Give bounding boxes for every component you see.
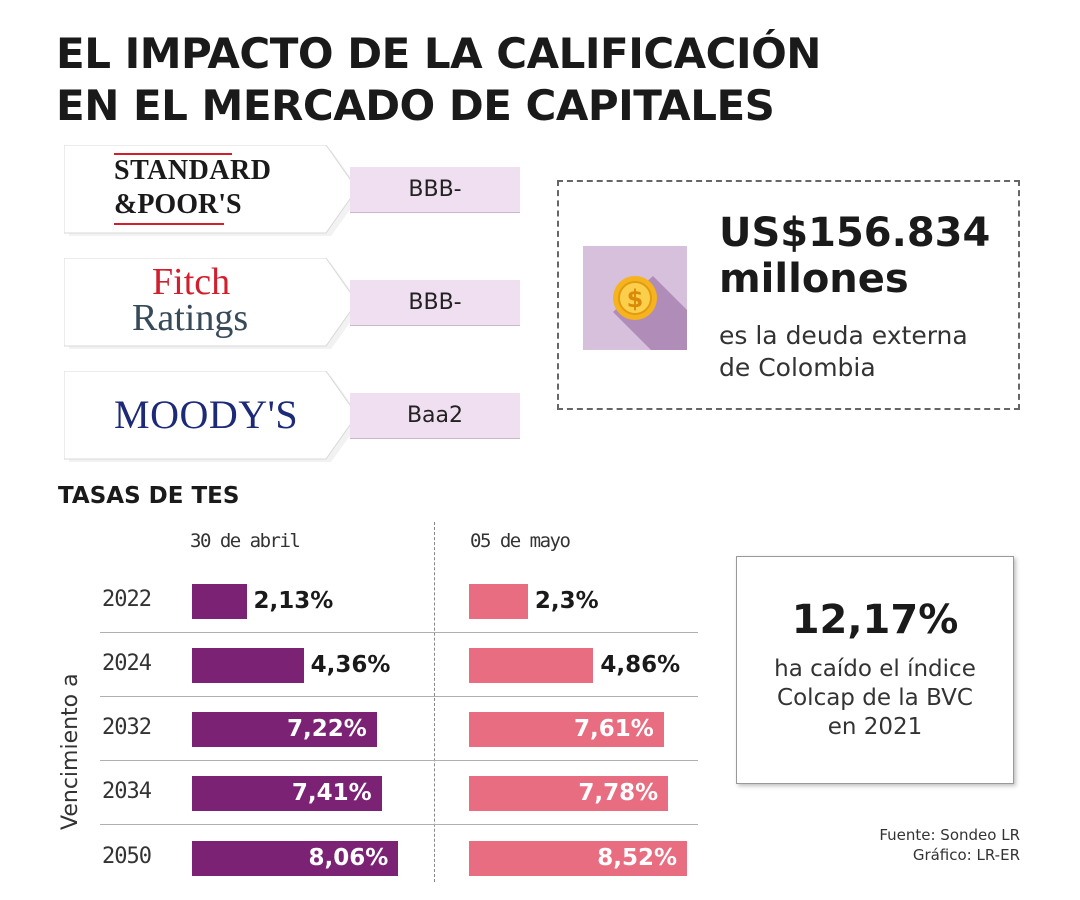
- row-divider: [100, 632, 698, 633]
- data-label-may-2034: 7,78%: [578, 780, 659, 806]
- y-axis-label: Vencimiento a: [58, 673, 83, 830]
- bar-may-2024: [469, 648, 594, 683]
- source-line2: Gráfico: LR-ER: [912, 846, 1020, 864]
- category-label: 2022: [102, 587, 152, 612]
- fitch-logo-line1: Fitch: [152, 261, 231, 303]
- bar-may-2034: [469, 776, 669, 811]
- rating-moodys: Baa2: [350, 393, 520, 439]
- colcap-desc-line2: Colcap de la BVC: [777, 685, 973, 711]
- debt-desc-line1: es la deuda externa: [719, 321, 968, 350]
- data-label-may-2032: 7,61%: [574, 716, 654, 742]
- category-label: 2032: [102, 715, 152, 740]
- bar-may-2022: [469, 584, 528, 619]
- column-divider: [434, 522, 435, 882]
- bar-april-2050: [192, 841, 399, 876]
- agency-fitch: Fitch Ratings: [64, 258, 364, 349]
- debt-desc-line2: de Colombia: [719, 353, 876, 382]
- tes-title: TASAS DE TES: [58, 483, 240, 509]
- row-divider: [100, 824, 698, 825]
- bar-may-2032: [469, 712, 664, 747]
- row-divider: [100, 760, 698, 761]
- category-label: 2050: [102, 844, 152, 869]
- category-label: 2024: [102, 651, 152, 676]
- colcap-value: 12,17%: [791, 597, 959, 643]
- data-label-april-2050: 8,06%: [308, 845, 389, 871]
- series-label-april: 30 de abril: [190, 530, 301, 552]
- data-label-april-2032: 7,22%: [287, 716, 367, 742]
- svg-text:$: $: [627, 285, 644, 313]
- source-note: Fuente: Sondeo LR Gráfico: LR-ER: [780, 825, 1020, 865]
- colcap-desc-line1: ha caído el índice: [774, 656, 976, 682]
- colcap-description: ha caído el índice Colcap de la BVC en 2…: [737, 655, 1013, 742]
- data-label-april-2034: 7,41%: [291, 780, 372, 806]
- debt-amount-line2: millones: [719, 256, 909, 302]
- data-label-may-2024: 4,86%: [600, 652, 681, 678]
- data-label-april-2024: 4,36%: [310, 652, 391, 678]
- title-line-2: EN EL MERCADO DE CAPITALES: [56, 81, 775, 130]
- debt-amount-line1: US$156.834: [719, 210, 991, 256]
- sp-rule-bottom: [114, 223, 224, 225]
- agency-arrow: [64, 258, 362, 349]
- sp-rule-top: [114, 153, 232, 155]
- series-label-may: 05 de mayo: [470, 530, 571, 552]
- coin-icon: $: [583, 246, 687, 350]
- bar-may-2050: [469, 841, 688, 876]
- agency-moodys: MOODY'S: [64, 371, 364, 462]
- data-label-april-2022: 2,13%: [253, 588, 334, 614]
- sp-logo-line2: &POOR'S: [114, 189, 242, 220]
- bar-april-2024: [192, 648, 304, 683]
- agency-sp: STANDARD &POOR'S: [64, 145, 364, 236]
- source-line1: Fuente: Sondeo LR: [879, 826, 1020, 844]
- bar-april-2032: [192, 712, 377, 747]
- rating-fitch: BBB-: [350, 280, 520, 326]
- category-label: 2034: [102, 779, 152, 804]
- row-divider: [100, 696, 698, 697]
- colcap-desc-line3: en 2021: [827, 714, 923, 740]
- rating-sp: BBB-: [350, 167, 520, 213]
- bar-april-2034: [192, 776, 382, 811]
- bar-april-2022: [192, 584, 247, 619]
- fitch-logo-line2: Ratings: [132, 297, 249, 339]
- data-label-may-2050: 8,52%: [597, 845, 678, 871]
- agency-arrow: [64, 371, 362, 462]
- title-line-1: EL IMPACTO DE LA CALIFICACIÓN: [56, 29, 821, 78]
- external-debt-box: $ US$156.834 millones es la deuda extern…: [557, 180, 1020, 410]
- agency-arrow: [64, 145, 362, 236]
- debt-description: es la deuda externa de Colombia: [719, 320, 968, 384]
- sp-logo-line1: STANDARD: [114, 155, 272, 186]
- debt-amount: US$156.834 millones: [719, 210, 990, 302]
- colcap-box: 12,17% ha caído el índice Colcap de la B…: [736, 556, 1014, 784]
- chart-title: EL IMPACTO DE LA CALIFICACIÓN EN EL MERC…: [56, 28, 876, 132]
- data-label-may-2022: 2,3%: [534, 588, 599, 614]
- moodys-logo: MOODY'S: [114, 392, 299, 437]
